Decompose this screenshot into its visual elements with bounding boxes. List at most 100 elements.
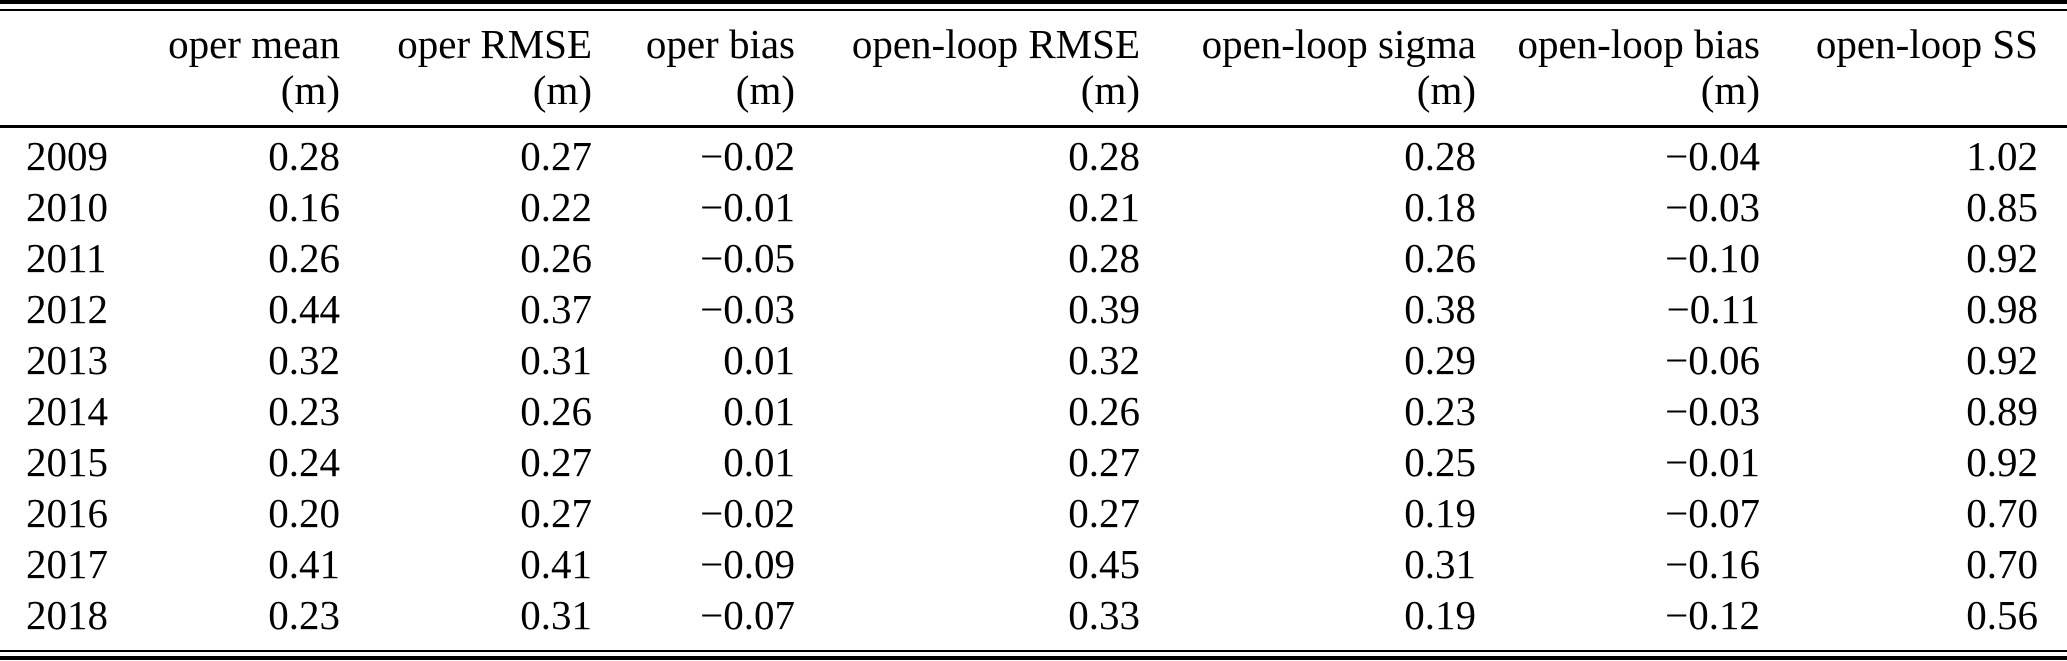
value-cell: 0.19 xyxy=(1404,592,1476,638)
value-cell: −0.11 xyxy=(1666,286,1760,332)
value-cell: 0.25 xyxy=(1404,439,1476,485)
value-cell: 0.32 xyxy=(1068,337,1140,383)
value-cell: 0.26 xyxy=(1068,388,1140,434)
year-cell: 2010 xyxy=(26,184,108,230)
value-cell: −0.03 xyxy=(700,286,795,332)
value-cell: 0.26 xyxy=(520,388,592,434)
value-cell: 0.20 xyxy=(268,490,340,536)
col-header-open-loop-sigma: open-loop sigma (m) xyxy=(1140,11,1476,128)
value-cell: 0.21 xyxy=(1068,184,1140,230)
value-cell: 0.85 xyxy=(1966,184,2038,230)
col-unit: (m) xyxy=(532,67,592,113)
col-label: open-loop bias xyxy=(1517,21,1760,67)
value-cell: 0.28 xyxy=(1068,133,1140,179)
value-cell: −0.12 xyxy=(1665,592,1760,638)
top-rule-thick xyxy=(0,0,2067,4)
header-row: oper mean (m) oper RMSE (m) oper bias (m… xyxy=(0,11,2067,128)
col-header-open-loop-rmse: open-loop RMSE (m) xyxy=(795,11,1140,128)
table-row: 2015 0.24 0.27 0.01 0.27 0.25 −0.01 0.92 xyxy=(0,437,2067,488)
value-cell: 1.02 xyxy=(1966,133,2038,179)
value-cell: −0.02 xyxy=(700,133,795,179)
value-cell: 0.38 xyxy=(1404,286,1476,332)
value-cell: 0.98 xyxy=(1966,286,2038,332)
value-cell: 0.44 xyxy=(268,286,340,332)
value-cell: 0.27 xyxy=(520,133,592,179)
col-header-open-loop-ss: open-loop SS xyxy=(1760,11,2067,128)
table-row: 2011 0.26 0.26 −0.05 0.28 0.26 −0.10 0.92 xyxy=(0,233,2067,284)
value-cell: 0.92 xyxy=(1966,439,2038,485)
value-cell: 0.45 xyxy=(1068,541,1140,587)
table-row: 2013 0.32 0.31 0.01 0.32 0.29 −0.06 0.92 xyxy=(0,335,2067,386)
value-cell: −0.10 xyxy=(1665,235,1760,281)
table-row: 2016 0.20 0.27 −0.02 0.27 0.19 −0.07 0.70 xyxy=(0,488,2067,539)
value-cell: 0.92 xyxy=(1966,235,2038,281)
value-cell: −0.02 xyxy=(700,490,795,536)
value-cell: 0.33 xyxy=(1068,592,1140,638)
value-cell: 0.28 xyxy=(1068,235,1140,281)
value-cell: 0.26 xyxy=(520,235,592,281)
table-row: 2009 0.28 0.27 −0.02 0.28 0.28 −0.04 1.02 xyxy=(0,127,2067,183)
value-cell: 0.16 xyxy=(268,184,340,230)
table-row: 2018 0.23 0.31 −0.07 0.33 0.19 −0.12 0.56 xyxy=(0,590,2067,641)
col-unit: (m) xyxy=(1416,67,1476,113)
bottom-rule-thin xyxy=(0,650,2067,652)
col-label: oper bias xyxy=(645,21,795,67)
top-rule-thin xyxy=(0,9,2067,11)
value-cell: 0.26 xyxy=(268,235,340,281)
bottom-rule-gap xyxy=(0,641,2067,650)
value-cell: 0.18 xyxy=(1404,184,1476,230)
col-unit: (m) xyxy=(735,67,795,113)
table-row: 2017 0.41 0.41 −0.09 0.45 0.31 −0.16 0.70 xyxy=(0,539,2067,590)
value-cell: 0.31 xyxy=(520,592,592,638)
value-cell: −0.07 xyxy=(1665,490,1760,536)
value-cell: 0.31 xyxy=(520,337,592,383)
value-cell: 0.39 xyxy=(1068,286,1140,332)
value-cell: 0.92 xyxy=(1966,337,2038,383)
year-cell: 2014 xyxy=(26,388,108,434)
col-label: oper RMSE xyxy=(397,21,592,67)
value-cell: 0.01 xyxy=(723,337,795,383)
table-row: 2010 0.16 0.22 −0.01 0.21 0.18 −0.03 0.85 xyxy=(0,182,2067,233)
value-cell: 0.27 xyxy=(1068,490,1140,536)
year-cell: 2013 xyxy=(26,337,108,383)
col-unit: (m) xyxy=(280,67,340,113)
col-label xyxy=(26,21,120,67)
col-header-oper-rmse: oper RMSE (m) xyxy=(340,11,592,128)
table-row: 2014 0.23 0.26 0.01 0.26 0.23 −0.03 0.89 xyxy=(0,386,2067,437)
value-cell: 0.27 xyxy=(520,490,592,536)
value-cell: 0.01 xyxy=(723,439,795,485)
value-cell: −0.09 xyxy=(700,541,795,587)
value-cell: −0.07 xyxy=(700,592,795,638)
value-cell: −0.16 xyxy=(1665,541,1760,587)
col-header-oper-mean: oper mean (m) xyxy=(120,11,340,128)
col-label: open-loop sigma xyxy=(1201,21,1476,67)
col-unit xyxy=(26,67,120,113)
year-cell: 2011 xyxy=(26,235,107,281)
bottom-rule-thick xyxy=(0,656,2067,660)
value-cell: 0.31 xyxy=(1404,541,1476,587)
value-cell: 0.26 xyxy=(1404,235,1476,281)
value-cell: 0.27 xyxy=(1068,439,1140,485)
col-unit xyxy=(1760,67,2038,113)
value-cell: 0.27 xyxy=(520,439,592,485)
col-label: open-loop RMSE xyxy=(851,21,1140,67)
table-row: 2012 0.44 0.37 −0.03 0.39 0.38 −0.11 0.98 xyxy=(0,284,2067,335)
value-cell: 0.28 xyxy=(1404,133,1476,179)
value-cell: 0.23 xyxy=(1404,388,1476,434)
year-cell: 2015 xyxy=(26,439,108,485)
value-cell: 0.70 xyxy=(1966,541,2038,587)
value-cell: 0.19 xyxy=(1404,490,1476,536)
value-cell: 0.01 xyxy=(723,388,795,434)
year-cell: 2018 xyxy=(26,592,108,638)
col-label: oper mean xyxy=(168,21,340,67)
value-cell: −0.03 xyxy=(1665,388,1760,434)
value-cell: 0.22 xyxy=(520,184,592,230)
value-cell: −0.03 xyxy=(1665,184,1760,230)
value-cell: 0.23 xyxy=(268,592,340,638)
value-cell: 0.89 xyxy=(1966,388,2038,434)
year-cell: 2017 xyxy=(26,541,108,587)
value-cell: −0.01 xyxy=(700,184,795,230)
col-unit: (m) xyxy=(1700,67,1760,113)
value-cell: 0.70 xyxy=(1966,490,2038,536)
